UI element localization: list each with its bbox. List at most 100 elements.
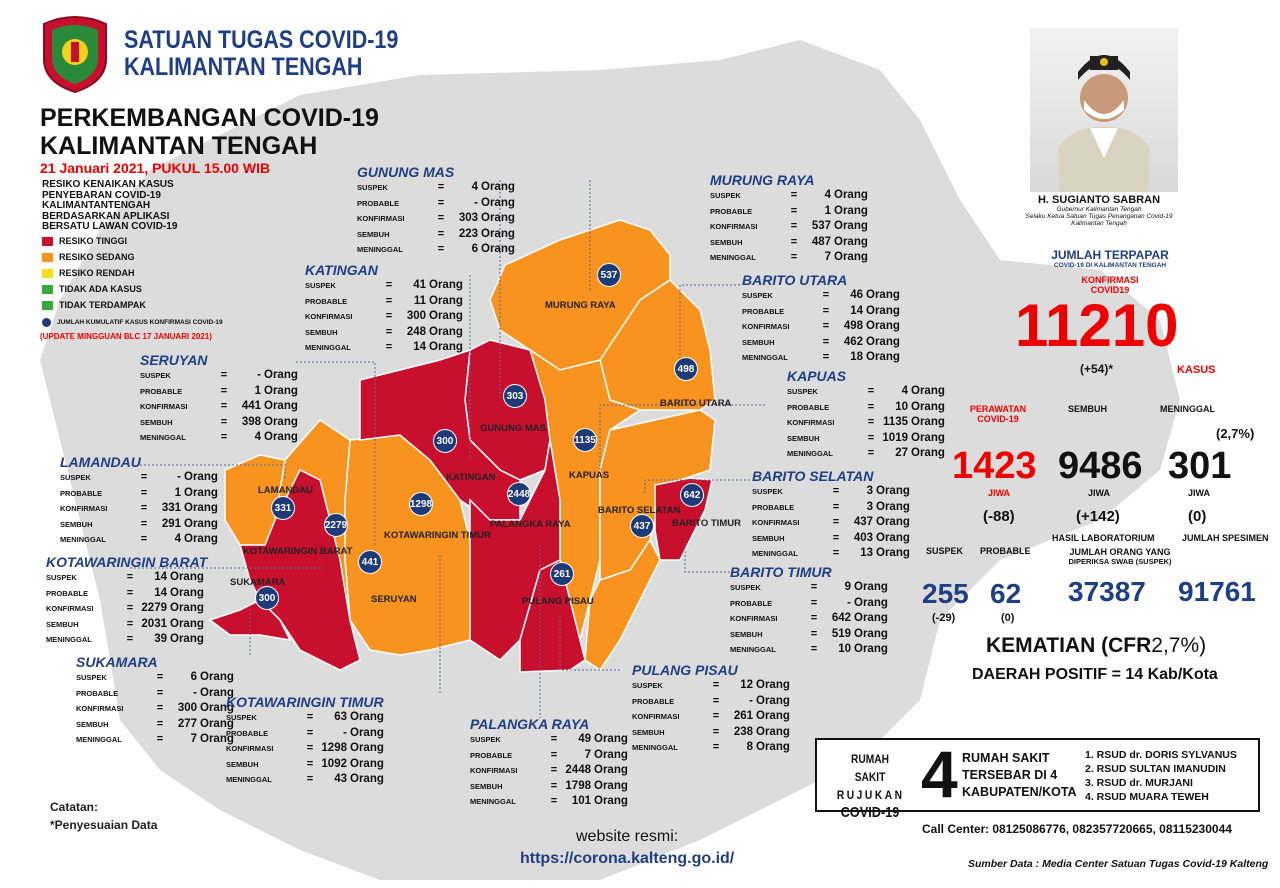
stat-label: SUSPEK — [730, 583, 761, 592]
stat-label: MENINGGAL — [730, 645, 776, 654]
case-marker[interactable]: 1298 — [409, 492, 433, 516]
stat-equals: = — [220, 369, 228, 381]
data-source: Sumber Data : Media Center Satuan Tugas … — [968, 858, 1269, 870]
stat-value: 7 — [824, 251, 831, 263]
stat-unit: Orang — [429, 310, 463, 322]
terpapar-header: JUMLAH TERPAPAR COVID-19 DI KALIMANTAN T… — [1035, 248, 1185, 295]
hospital-list-item: 2. RSUD SULTAN IMANUDIN — [1085, 763, 1226, 775]
stat-row-konfirmasi: KONFIRMASI = 303 Orang — [357, 211, 515, 227]
stat-equals: = — [220, 431, 228, 443]
stat-value: 498 — [843, 320, 863, 332]
stat-value: 2279 — [141, 602, 167, 614]
stat-row-suspek: SUSPEK = - Orang — [60, 470, 218, 486]
stat-label: SEMBUH — [357, 229, 390, 239]
stat-label: KONFIRMASI — [470, 766, 518, 775]
stat-row-suspek: SUSPEK = 46 Orang — [742, 288, 900, 304]
case-marker[interactable]: 261 — [550, 562, 574, 586]
org-title: SATUAN TUGAS COVID-19 KALIMANTAN TENGAH — [124, 27, 398, 81]
stat-label: SEMBUH — [46, 619, 79, 629]
stat-equals: = — [385, 279, 393, 291]
stat-value: 63 — [334, 711, 347, 723]
stat-value: - — [847, 596, 851, 609]
region-block: SUKAMARA SUSPEK = 6 Orang PROBABLE = - Orang KONF… — [76, 654, 234, 748]
stat-row-sembuh: SEMBUH = 1798 Orang — [470, 779, 628, 795]
stat-label: SEMBUH — [76, 719, 109, 729]
stat-unit: Orang — [264, 369, 298, 381]
stat-equals: = — [810, 643, 818, 655]
stat-unit: Orang — [429, 325, 463, 338]
stat-unit: Orang — [350, 726, 384, 739]
map-region-label: LAMANDAU — [258, 485, 313, 496]
stat-unit: Orang — [481, 243, 515, 255]
region-stats-table: SUSPEK = 49 Orang PROBABLE = 7 Orang KONFIRMASI =… — [470, 732, 628, 810]
case-marker[interactable]: 441 — [358, 550, 382, 574]
stat-row-sembuh: SEMBUH = 291 Orang — [60, 517, 218, 533]
region-stats-table: SUSPEK = 14 Orang PROBABLE = 14 Orang KONFIRMASI… — [46, 570, 204, 648]
region-name: KOTAWARINGIN TIMUR — [226, 694, 384, 710]
meninggal-value: 301 — [1168, 445, 1232, 487]
region-block: KOTAWARINGIN TIMUR SUSPEK = 63 Orang PROBABLE… — [226, 694, 384, 788]
region-block: PULANG PISAU SUSPEK = 12 Orang PROBABLE = - Oran… — [632, 662, 790, 756]
stat-unit: Orang — [481, 181, 515, 193]
stat-row-sembuh: SEMBUH = 2031 Orang — [46, 617, 204, 633]
meninggal-label: MENINGGAL — [1160, 404, 1215, 414]
stat-equals: = — [867, 400, 875, 413]
stat-label: SUSPEK — [305, 281, 336, 290]
stat-row-suspek: SUSPEK = 14 Orang — [46, 570, 204, 586]
stat-label: KONFIRMASI — [710, 222, 758, 231]
stat-row-konfirmasi: KONFIRMASI = 2279 Orang — [46, 601, 204, 617]
stat-unit: Orang — [594, 748, 628, 761]
case-marker[interactable]: 1135 — [573, 428, 597, 452]
case-marker[interactable]: 300 — [433, 429, 457, 453]
stat-unit: Orang — [184, 486, 218, 499]
stat-value: 3 — [866, 500, 873, 513]
stat-label: PROBABLE — [742, 306, 785, 316]
stat-value: 261 — [733, 710, 753, 722]
stat-equals: = — [712, 710, 720, 722]
stat-row-probable: PROBABLE = - Orang — [76, 686, 234, 702]
stat-unit: Orang — [866, 304, 900, 317]
case-marker[interactable]: 642 — [680, 483, 704, 507]
stat-label: MENINGGAL — [305, 343, 351, 352]
stat-label: KONFIRMASI — [60, 504, 108, 513]
region-block: BARITO TIMUR SUSPEK = 9 Orang PROBABLE = - Orang… — [730, 564, 888, 658]
map-region-label: KAPUAS — [569, 470, 610, 481]
stat-row-probable: PROBABLE = 14 Orang — [742, 304, 900, 320]
cfr-small: (2,7%) — [1216, 426, 1255, 441]
stat-row-suspek: SUSPEK = 4 Orang — [357, 180, 515, 196]
stat-unit: Orang — [184, 471, 218, 483]
region-block: BARITO UTARA SUSPEK = 46 Orang PROBABLE = 14 Ora… — [742, 272, 900, 366]
stat-row-konfirmasi: KONFIRMASI = 331 Orang — [60, 501, 218, 517]
region-stats-table: SUSPEK = 9 Orang PROBABLE = - Orang KONFIRMASI = 6… — [730, 580, 888, 658]
case-marker[interactable]: 498 — [674, 357, 698, 381]
case-marker[interactable]: 300 — [255, 586, 279, 610]
case-marker[interactable]: 437 — [630, 514, 654, 538]
swab-label: JUMLAH ORANG YANG DIPERIKSA SWAB (SUSPEK… — [1040, 547, 1200, 567]
stat-unit: Orang — [866, 335, 900, 348]
stat-label: KONFIRMASI — [730, 614, 778, 623]
province-crest-logo — [43, 16, 107, 94]
stat-label: SUSPEK — [742, 291, 773, 300]
stat-row-meninggal: MENINGGAL = 10 Orang — [730, 642, 888, 658]
case-marker[interactable]: 2279 — [324, 513, 348, 537]
region-stats-table: SUSPEK = 4 Orang PROBABLE = - Orang KONFIRMASI = 3… — [357, 180, 515, 258]
case-marker[interactable]: 2448 — [507, 482, 531, 506]
case-marker[interactable]: 331 — [271, 496, 295, 520]
case-marker[interactable]: 303 — [503, 384, 527, 408]
region-pulang-pisau-east — [584, 538, 661, 672]
website-link[interactable]: https://corona.kalteng.go.id/ — [520, 850, 735, 867]
stat-equals: = — [437, 227, 445, 240]
stat-unit: Orang — [264, 415, 298, 428]
region-block: LAMANDAU SUSPEK = - Orang PROBABLE = 1 Orang KONF… — [60, 454, 218, 548]
konfirmasi-delta: (+54)* — [1080, 362, 1114, 376]
map-region-label: KATINGAN — [446, 472, 496, 483]
stat-value: 39 — [154, 633, 167, 645]
stat-equals: = — [822, 320, 830, 332]
stat-label: PROBABLE — [76, 688, 119, 698]
region-name: BARITO TIMUR — [730, 564, 832, 580]
stat-equals: = — [550, 748, 558, 761]
stat-label: SEMBUH — [60, 519, 93, 529]
stat-unit: Orang — [264, 431, 298, 443]
case-marker[interactable]: 537 — [597, 263, 621, 287]
stat-equals: = — [867, 385, 875, 397]
